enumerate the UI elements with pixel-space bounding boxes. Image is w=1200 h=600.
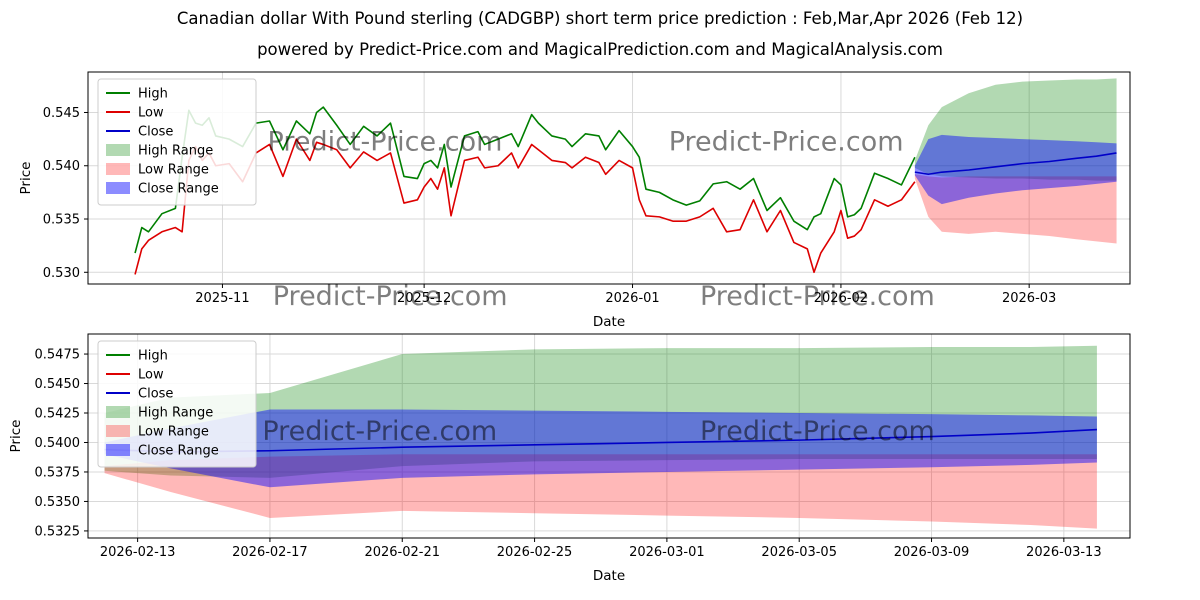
low-range-band bbox=[914, 174, 1117, 244]
y-tick-label: 0.5475 bbox=[35, 348, 81, 363]
legend-swatch-close-range bbox=[106, 444, 130, 456]
y-tick-label: 0.5400 bbox=[35, 436, 81, 451]
x-tick-label: 2026-03-01 bbox=[629, 545, 705, 560]
legend-label: Close bbox=[138, 125, 173, 140]
legend-label: Low bbox=[138, 106, 164, 121]
x-tick-label: 2026-03-13 bbox=[1026, 545, 1102, 560]
x-axis-label: Date bbox=[593, 568, 625, 584]
y-tick-label: 0.5350 bbox=[35, 495, 81, 510]
legend-label: Close Range bbox=[138, 444, 219, 459]
legend-label: Low Range bbox=[138, 425, 209, 440]
x-tick-label: 2025-11 bbox=[195, 291, 249, 306]
watermark-text: Predict-Price.com bbox=[669, 126, 904, 157]
legend: High Low Close High Range Low Range Close Ran… bbox=[97, 78, 257, 206]
x-tick-label: 2026-02-21 bbox=[364, 545, 440, 560]
y-tick-label: 0.540 bbox=[43, 159, 80, 174]
x-tick-label: 2026-03 bbox=[1002, 291, 1056, 306]
legend-box bbox=[97, 340, 257, 468]
y-tick-label: 0.5325 bbox=[35, 524, 81, 539]
x-tick-label: 2026-02-17 bbox=[232, 545, 308, 560]
watermark-text: Predict-Price.com bbox=[268, 126, 503, 157]
high-range-band bbox=[104, 345, 1097, 478]
x-tick-label: 2026-03-05 bbox=[761, 545, 837, 560]
y-tick-label: 0.535 bbox=[43, 213, 80, 228]
watermark-text: Predict-Price.com bbox=[273, 281, 508, 312]
legend-label: High bbox=[138, 87, 168, 102]
legend-swatch-low-range bbox=[106, 425, 130, 437]
high-range-band bbox=[914, 78, 1117, 181]
legend-label: Low Range bbox=[138, 163, 209, 178]
watermark-text: Predict-Price.com bbox=[700, 416, 935, 447]
plot-border bbox=[87, 71, 1131, 285]
legend-label: High Range bbox=[138, 406, 213, 421]
low-range-band bbox=[104, 454, 1097, 529]
legend-label: Close Range bbox=[138, 182, 219, 197]
axis-ticks: 2026-02-13 2026-02-17 2026-02-21 2026-02-25… bbox=[35, 348, 1102, 560]
forecast-bands bbox=[104, 345, 1097, 529]
close-line bbox=[914, 152, 1117, 176]
axis-ticks: 2025-11 2025-12 2026-01 2026-02 2026-03 0.530… bbox=[43, 106, 1057, 306]
x-axis-label: Date bbox=[593, 314, 625, 326]
legend: High Low Close High Range Low Range Close Ran… bbox=[97, 340, 257, 468]
y-axis-label: Price bbox=[8, 420, 24, 453]
legend-box bbox=[97, 78, 257, 206]
grid-lines bbox=[88, 72, 1130, 284]
legend-swatch-high-range bbox=[106, 144, 130, 156]
x-tick-label: 2025-12 bbox=[397, 291, 451, 306]
x-tick-label: 2026-02-25 bbox=[497, 545, 573, 560]
close-range-band bbox=[914, 134, 1117, 205]
y-tick-label: 0.5425 bbox=[35, 407, 81, 422]
chart-subtitle: powered by Predict-Price.com and Magical… bbox=[257, 40, 943, 59]
x-tick-label: 2026-02 bbox=[814, 291, 868, 306]
x-tick-label: 2026-02-13 bbox=[100, 545, 176, 560]
y-tick-label: 0.5450 bbox=[35, 377, 81, 392]
watermark-text: Predict-Price.com bbox=[262, 416, 497, 447]
watermarks: Predict-Price.com Predict-Price.com Predic… bbox=[268, 126, 935, 312]
x-tick-label: 2026-03-09 bbox=[894, 545, 970, 560]
watermarks: Predict-Price.com Predict-Price.com bbox=[262, 416, 934, 447]
legend-label: High bbox=[138, 349, 168, 364]
forecast-bands bbox=[914, 78, 1117, 244]
legend-label: High Range bbox=[138, 144, 213, 159]
legend-label: Low bbox=[138, 368, 164, 383]
plot-border bbox=[87, 333, 1131, 539]
watermark-text: Predict-Price.com bbox=[700, 281, 935, 312]
legend-label: Close bbox=[138, 387, 173, 402]
price-history-forecast-chart: 2025-11 2025-12 2026-01 2026-02 2026-03 0.530… bbox=[18, 71, 1131, 326]
close-range-band bbox=[104, 409, 1097, 488]
legend-swatch-high-range bbox=[106, 406, 130, 418]
chart-title: Canadian dollar With Pound sterling (CAD… bbox=[176, 9, 1024, 28]
legend-swatch-low-range bbox=[106, 163, 130, 175]
y-tick-label: 0.5375 bbox=[35, 465, 81, 480]
y-tick-label: 0.530 bbox=[43, 266, 80, 281]
legend-swatch-close-range bbox=[106, 182, 130, 194]
forecast-detail-chart: 2026-02-13 2026-02-17 2026-02-21 2026-02-25… bbox=[8, 333, 1131, 584]
y-tick-label: 0.545 bbox=[43, 106, 80, 121]
y-axis-label: Price bbox=[18, 162, 34, 195]
x-tick-label: 2026-01 bbox=[605, 291, 659, 306]
